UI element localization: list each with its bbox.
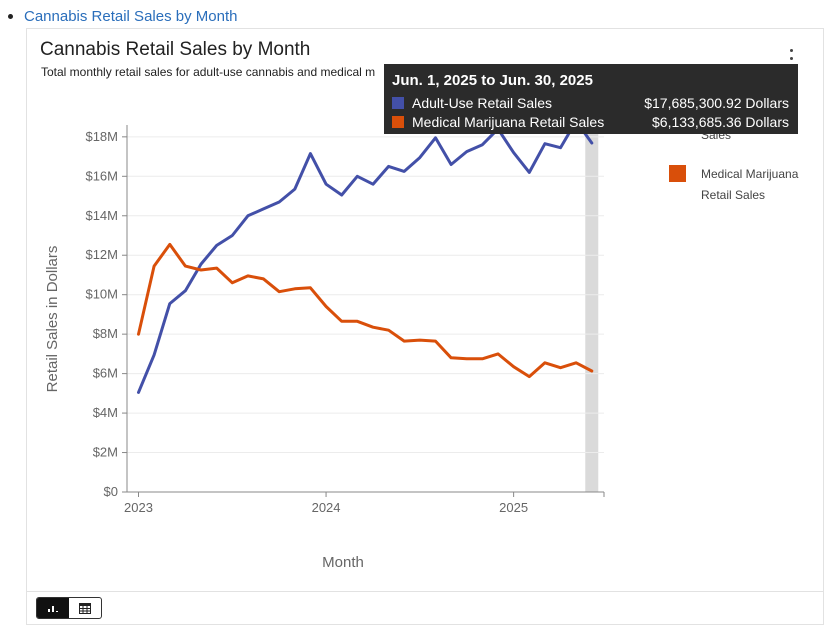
chart-link[interactable]: Cannabis Retail Sales by Month bbox=[24, 7, 238, 25]
y-axis-title: Retail Sales in Dollars bbox=[44, 246, 61, 393]
tooltip-series-value: $6,133,685.36 Dollars bbox=[652, 113, 789, 130]
chart-subtitle: Total monthly retail sales for adult-use… bbox=[41, 65, 376, 79]
y-tick-label: $14M bbox=[85, 208, 118, 223]
tooltip-series-value: $17,685,300.92 Dollars bbox=[644, 94, 789, 111]
x-axis-title: Month bbox=[322, 554, 364, 571]
card-footer bbox=[27, 591, 823, 592]
chart-legend: Sales Medical Marijuana Retail Sales bbox=[669, 125, 819, 224]
series-line-adult-use bbox=[137, 119, 594, 394]
y-tick-label: $4M bbox=[93, 405, 118, 420]
y-tick-label: $6M bbox=[93, 366, 118, 381]
y-tick-label: $2M bbox=[93, 445, 118, 460]
chart-tooltip: Jun. 1, 2025 to Jun. 30, 2025 Adult-Use … bbox=[384, 64, 798, 134]
tooltip-title: Jun. 1, 2025 to Jun. 30, 2025 bbox=[392, 72, 593, 89]
y-tick-label: $12M bbox=[85, 247, 118, 262]
tooltip-row-medical: Medical Marijuana Retail Sales $6,133,68… bbox=[392, 112, 789, 131]
tooltip-row-adult-use: Adult-Use Retail Sales $17,685,300.92 Do… bbox=[392, 93, 789, 112]
legend-item-medical[interactable]: Medical Marijuana Retail Sales bbox=[669, 164, 819, 206]
y-tick-label: $16M bbox=[85, 168, 118, 183]
chart-title: Cannabis Retail Sales by Month bbox=[40, 39, 311, 60]
series-line-medical bbox=[137, 242, 594, 379]
y-tick-label: $0 bbox=[104, 484, 118, 499]
tooltip-swatch bbox=[392, 115, 404, 128]
legend-swatch bbox=[669, 165, 686, 182]
view-toggle bbox=[36, 597, 102, 619]
bar-chart-icon[interactable] bbox=[37, 598, 69, 618]
tooltip-series-name: Medical Marijuana Retail Sales bbox=[412, 113, 605, 130]
x-tick-label: 2023 bbox=[124, 500, 153, 515]
bullet-dot bbox=[8, 13, 13, 19]
tooltip-series-name: Adult-Use Retail Sales bbox=[412, 94, 553, 111]
link-list-item: Cannabis Retail Sales by Month bbox=[8, 6, 237, 26]
legend-label: Medical Marijuana Retail Sales bbox=[701, 167, 799, 202]
highlight-band bbox=[585, 77, 599, 492]
x-tick-label: 2024 bbox=[312, 500, 341, 515]
y-tick-label: $8M bbox=[93, 326, 118, 341]
y-tick-label: $10M bbox=[85, 287, 118, 302]
line-chart: $0 $2M $4M $6M $8M $10M $12M $14M $16M $18M 2023 20… bbox=[44, 77, 605, 571]
tooltip-swatch bbox=[392, 96, 404, 109]
x-tick-label: 2025 bbox=[499, 500, 528, 515]
y-tick-label: $18M bbox=[85, 129, 118, 144]
table-icon[interactable] bbox=[69, 598, 101, 618]
